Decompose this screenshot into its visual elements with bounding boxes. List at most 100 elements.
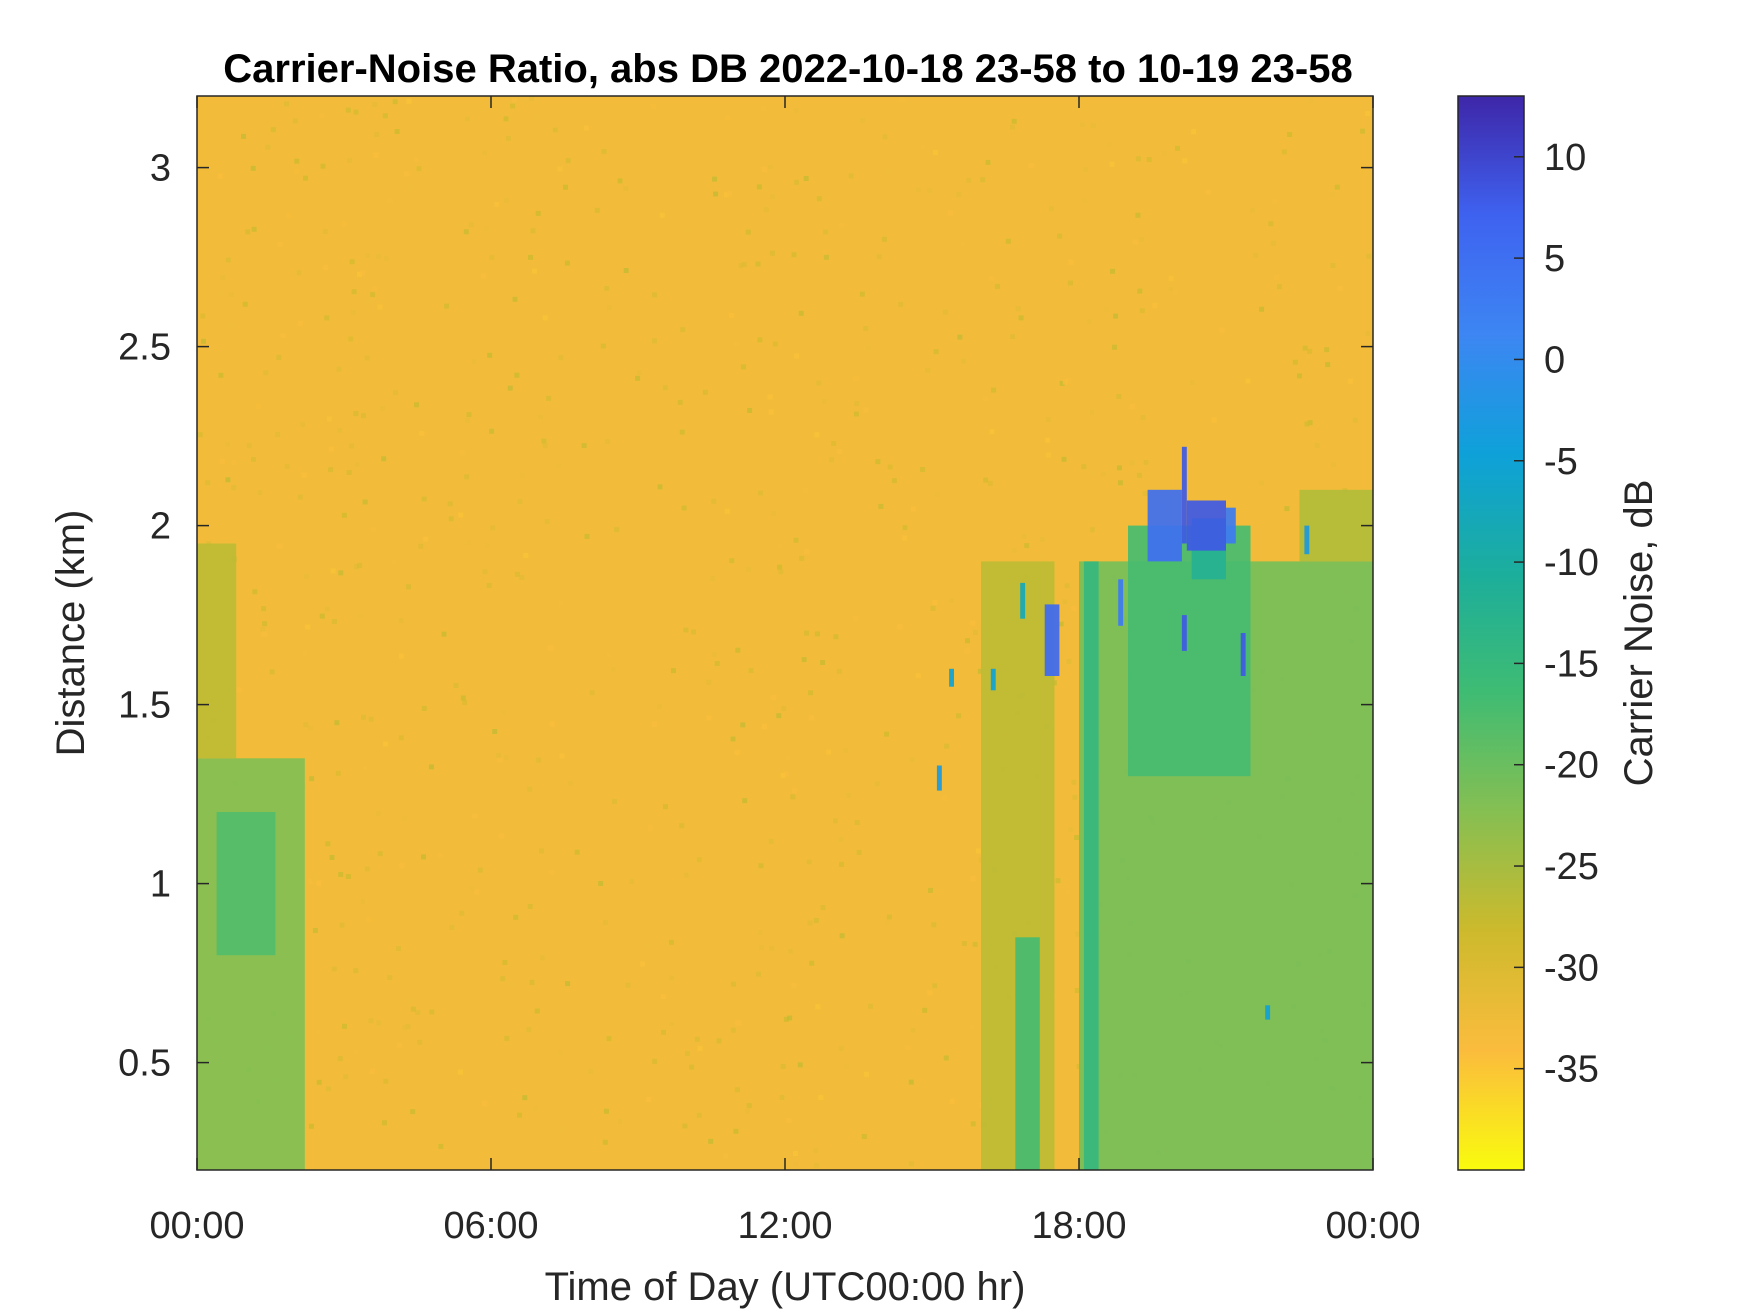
noise-pixel (1140, 415, 1146, 421)
noise-pixel (823, 254, 829, 260)
noise-pixel (934, 491, 940, 497)
noise-pixel (865, 345, 871, 351)
noise-pixel (547, 645, 553, 651)
noise-pixel (410, 1006, 416, 1012)
noise-pixel (740, 722, 746, 728)
noise-pixel (398, 653, 404, 659)
noise-pixel (868, 1003, 874, 1009)
noise-pixel (660, 994, 666, 1000)
noise-pixel (514, 571, 520, 577)
noise-pixel (1143, 459, 1149, 465)
noise-pixel (1071, 606, 1077, 611)
noise-pixel (225, 477, 231, 483)
noise-pixel (304, 573, 310, 579)
noise-pixel (353, 1049, 359, 1055)
noise-pixel (396, 946, 401, 952)
noise-pixel (808, 715, 814, 721)
noise-pixel (514, 372, 520, 378)
noise-pixel (636, 370, 642, 375)
noise-pixel (421, 705, 427, 711)
noise-pixel (854, 820, 860, 825)
noise-pixel (730, 1027, 736, 1033)
noise-pixel (362, 765, 368, 771)
noise-pixel (677, 399, 683, 405)
noise-pixel (902, 525, 908, 531)
noise-pixel (1137, 288, 1143, 294)
noise-pixel (200, 313, 206, 319)
noise-pixel (463, 229, 469, 235)
noise-pixel (530, 228, 536, 234)
noise-pixel (708, 1138, 714, 1144)
noise-pixel (509, 982, 515, 988)
noise-pixel (1189, 380, 1195, 386)
noise-pixel (801, 657, 807, 663)
x-tick-label: 00:00 (149, 1205, 244, 1247)
noise-pixel (464, 418, 470, 423)
heatmap-cell (1240, 633, 1246, 676)
noise-pixel (556, 463, 561, 469)
noise-pixel (473, 889, 479, 895)
noise-pixel (928, 887, 933, 893)
noise-pixel (549, 721, 555, 727)
noise-pixel (843, 747, 849, 753)
noise-pixel (1089, 527, 1095, 533)
noise-pixel (1132, 239, 1138, 245)
noise-pixel (257, 490, 263, 496)
noise-pixel (1308, 98, 1314, 103)
noise-pixel (727, 191, 733, 197)
noise-pixel (583, 125, 589, 131)
noise-pixel (357, 562, 363, 568)
noise-pixel (1061, 456, 1067, 462)
noise-pixel (541, 438, 547, 444)
colorbar: 10 5 0 -5 -10 -15 -20 -25 -30 -35 Carrier Noise, … (1457, 95, 1661, 1171)
noise-pixel (382, 113, 388, 119)
noise-pixel (741, 262, 747, 267)
noise-pixel (449, 924, 455, 930)
noise-pixel (711, 651, 717, 657)
noise-pixel (1366, 253, 1372, 259)
noise-pixel (1090, 123, 1096, 129)
noise-pixel (1337, 285, 1343, 291)
noise-pixel (1324, 347, 1330, 353)
noise-pixel (820, 905, 826, 911)
y-tick-label: 1 (150, 864, 171, 906)
noise-pixel (1304, 421, 1310, 427)
noise-pixel (991, 387, 997, 393)
noise-pixel (277, 543, 283, 549)
noise-pixel (567, 780, 573, 786)
noise-pixel (316, 1079, 322, 1085)
noise-pixel (559, 753, 565, 759)
noise-pixel (1011, 548, 1017, 554)
noise-pixel (383, 741, 389, 747)
noise-pixel (584, 533, 590, 539)
noise-pixel (598, 881, 604, 886)
noise-pixel (371, 286, 377, 292)
noise-pixel (466, 412, 472, 418)
noise-pixel (1072, 794, 1078, 800)
noise-pixel (406, 98, 412, 104)
noise-pixel (1307, 348, 1313, 354)
noise-pixel (820, 660, 826, 665)
noise-pixel (1146, 157, 1152, 163)
noise-pixel (458, 1069, 464, 1075)
noise-pixel (1116, 465, 1122, 471)
noise-pixel (790, 794, 796, 800)
noise-pixel (603, 920, 608, 925)
noise-pixel (308, 1123, 314, 1129)
noise-pixel (517, 499, 523, 505)
noise-pixel (1284, 506, 1290, 512)
noise-pixel (351, 289, 357, 295)
noise-pixel (337, 1056, 343, 1062)
noise-pixel (1236, 463, 1242, 469)
noise-pixel (1270, 240, 1276, 246)
noise-pixel (1272, 199, 1278, 205)
noise-pixel (1046, 452, 1052, 458)
noise-pixel (884, 731, 890, 737)
noise-pixel (303, 722, 309, 728)
noise-pixel (218, 372, 224, 378)
noise-pixel (302, 651, 308, 656)
noise-pixel (361, 714, 366, 720)
noise-pixel (783, 1016, 789, 1022)
noise-pixel (218, 291, 224, 297)
